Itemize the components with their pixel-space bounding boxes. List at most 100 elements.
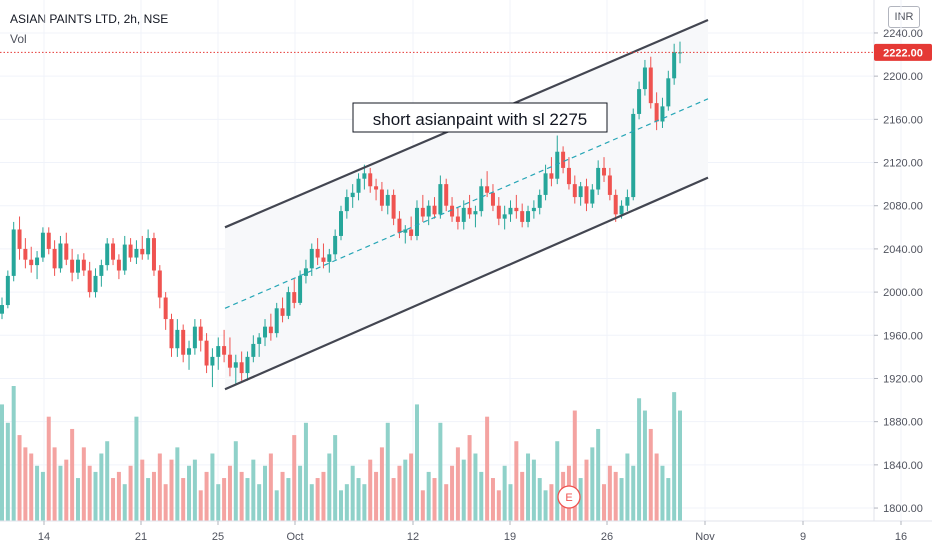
candle[interactable]	[187, 340, 192, 370]
candle[interactable]	[227, 337, 232, 377]
candle[interactable]	[613, 189, 618, 222]
candle[interactable]	[163, 292, 168, 330]
candle[interactable]	[572, 175, 577, 204]
candle[interactable]	[526, 205, 531, 228]
candle[interactable]	[531, 200, 536, 219]
candle[interactable]	[315, 238, 320, 266]
candle[interactable]	[52, 240, 57, 276]
candle[interactable]	[420, 194, 425, 222]
candle[interactable]	[578, 181, 583, 206]
candle[interactable]	[666, 70, 671, 111]
candle[interactable]	[263, 319, 268, 347]
candle[interactable]	[642, 59, 647, 96]
candle[interactable]	[292, 279, 297, 309]
candle[interactable]	[140, 235, 145, 260]
candle[interactable]	[64, 232, 69, 266]
candle[interactable]	[17, 216, 22, 260]
candle[interactable]	[339, 205, 343, 241]
candle[interactable]	[444, 178, 449, 212]
candle[interactable]	[496, 197, 501, 226]
candle[interactable]	[216, 337, 221, 370]
candle[interactable]	[432, 197, 437, 219]
candle[interactable]	[385, 189, 390, 215]
candle[interactable]	[122, 235, 127, 275]
candle[interactable]	[151, 232, 156, 276]
candle[interactable]	[134, 240, 139, 265]
candle[interactable]	[157, 265, 162, 309]
candle[interactable]	[35, 251, 40, 280]
candle[interactable]	[414, 200, 419, 241]
candle[interactable]	[116, 254, 121, 280]
candle[interactable]	[438, 175, 443, 219]
candle[interactable]	[374, 178, 379, 201]
candle[interactable]	[566, 157, 571, 190]
candle[interactable]	[239, 351, 244, 381]
candle[interactable]	[537, 189, 542, 215]
candle[interactable]	[75, 254, 80, 280]
candle[interactable]	[362, 164, 367, 190]
candle[interactable]	[549, 157, 554, 187]
candle[interactable]	[111, 238, 116, 266]
candle[interactable]	[561, 146, 566, 174]
channel-lower-line[interactable]	[224, 176, 709, 391]
candle[interactable]	[40, 227, 45, 262]
candle[interactable]	[461, 200, 466, 230]
candle[interactable]	[286, 286, 291, 320]
candle[interactable]	[672, 43, 677, 85]
candle[interactable]	[596, 160, 601, 195]
candle[interactable]	[607, 167, 612, 201]
candle[interactable]	[350, 184, 355, 208]
candle[interactable]	[660, 97, 665, 128]
candle[interactable]	[169, 313, 174, 357]
candle[interactable]	[409, 216, 414, 241]
candle[interactable]	[181, 324, 186, 363]
candle[interactable]	[590, 184, 595, 208]
candle[interactable]	[11, 221, 16, 282]
candle[interactable]	[58, 235, 63, 273]
candle[interactable]	[0, 297, 4, 320]
candle[interactable]	[584, 178, 589, 212]
candle[interactable]	[23, 238, 28, 269]
candle[interactable]	[490, 184, 495, 212]
candle[interactable]	[467, 194, 472, 219]
candle[interactable]	[520, 203, 525, 228]
candle[interactable]	[455, 207, 460, 230]
candle[interactable]	[543, 164, 548, 201]
candle[interactable]	[233, 354, 238, 384]
candle[interactable]	[403, 225, 408, 244]
candle[interactable]	[93, 268, 98, 298]
candle[interactable]	[426, 200, 431, 226]
candle[interactable]	[251, 335, 256, 363]
candle[interactable]	[514, 194, 519, 219]
candle[interactable]	[303, 259, 308, 284]
candle[interactable]	[222, 329, 227, 363]
candle[interactable]	[268, 313, 273, 341]
candle[interactable]	[274, 302, 279, 338]
currency-button[interactable]: INR	[888, 6, 920, 28]
candle[interactable]	[648, 56, 653, 109]
candle[interactable]	[87, 261, 92, 298]
candle[interactable]	[128, 238, 133, 262]
candle[interactable]	[175, 319, 180, 357]
candle[interactable]	[70, 248, 75, 282]
candle[interactable]	[625, 189, 630, 212]
candle[interactable]	[204, 333, 209, 374]
candle[interactable]	[485, 171, 490, 198]
candle[interactable]	[105, 238, 110, 271]
candle[interactable]	[146, 229, 151, 260]
candle[interactable]	[245, 351, 250, 381]
candle[interactable]	[654, 92, 659, 131]
candle[interactable]	[321, 243, 326, 269]
candle[interactable]	[99, 259, 104, 287]
candle[interactable]	[46, 227, 51, 255]
candle[interactable]	[333, 229, 338, 260]
candle[interactable]	[391, 189, 396, 226]
candle[interactable]	[81, 253, 86, 276]
candle[interactable]	[473, 205, 478, 228]
annotation-box[interactable]: short asianpaint with sl 2275	[352, 102, 608, 133]
candle[interactable]	[198, 319, 203, 352]
candle[interactable]	[344, 189, 349, 219]
candle[interactable]	[327, 248, 332, 273]
channel-mid-line[interactable]	[224, 98, 709, 309]
